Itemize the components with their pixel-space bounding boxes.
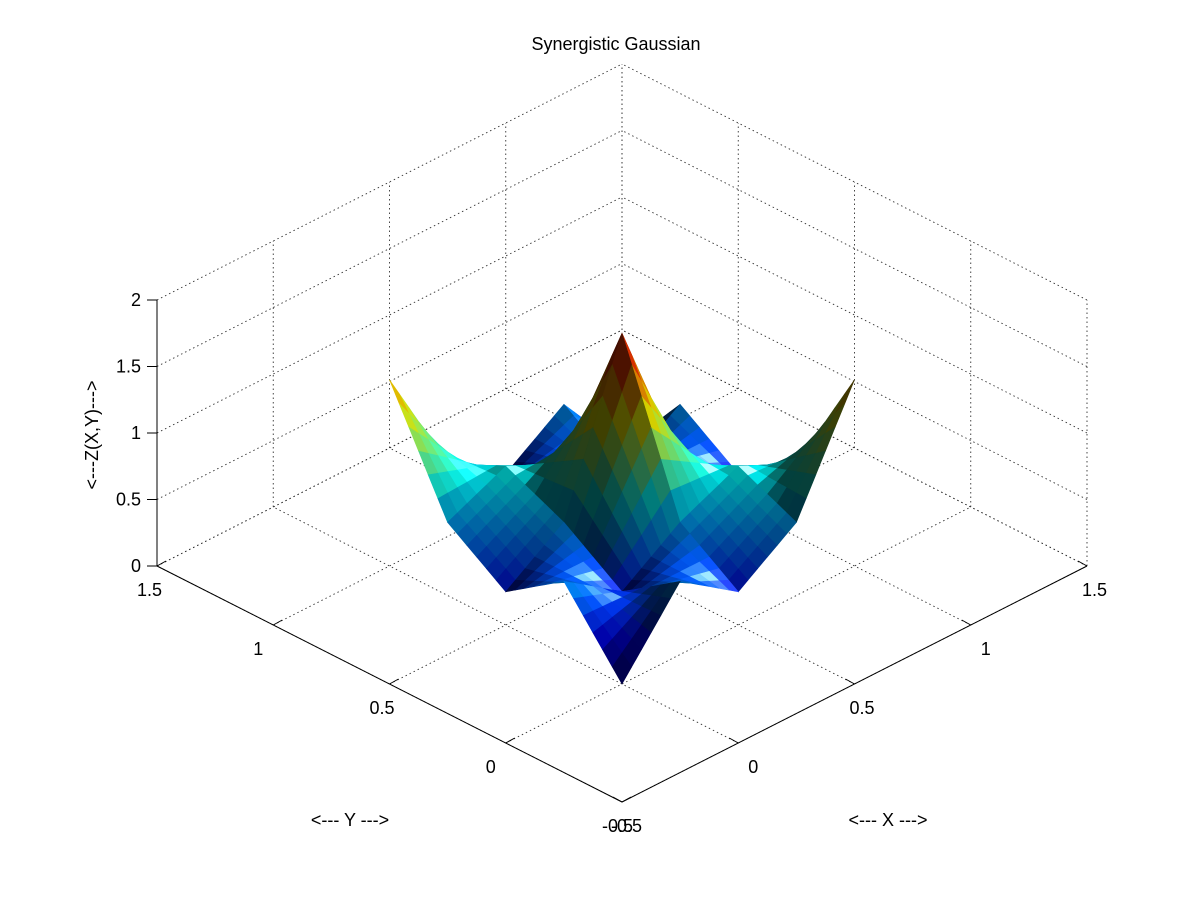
- back-wall-grid-line: [156, 329, 623, 567]
- side-wall-grid-line: [621, 196, 1088, 434]
- grid-layer: [156, 63, 1088, 803]
- ticks-layer: -0.5 0 0.5 1 1.5 -0.5 0 0.5 1 1.5 0 0.5 1 1.5 2: [116, 290, 1107, 836]
- surface-patch: [611, 652, 633, 685]
- floor-grid-line: [273, 506, 739, 744]
- floor-grid-line: [505, 388, 971, 626]
- x-tick-mark: [845, 678, 855, 685]
- x-tick-mark: [961, 619, 971, 626]
- chart-title: Synergistic Gaussian: [531, 34, 700, 54]
- y-tick-mark: [156, 560, 167, 567]
- y-tick-mark: [505, 737, 515, 744]
- side-wall-grid-line: [621, 263, 1088, 500]
- back-wall-grid-line: [156, 263, 623, 500]
- z-tick-label: 1: [131, 423, 141, 443]
- floor-grid-line: [389, 447, 855, 685]
- x-tick-mark: [1077, 560, 1088, 567]
- x-tick-label: 1: [981, 639, 991, 659]
- side-wall-grid-line: [621, 63, 1088, 301]
- surface-layer: [389, 332, 855, 685]
- z-axis-label: <---Z(X,Y)--->: [82, 381, 102, 490]
- side-wall-grid-line: [621, 329, 1088, 567]
- back-wall-grid-line: [156, 63, 623, 301]
- back-wall-grid-line: [156, 196, 623, 434]
- z-tick-label: 2: [131, 290, 141, 310]
- floor-grid-line: [273, 388, 739, 626]
- side-wall-grid-line: [621, 130, 1088, 367]
- surface-patch: [389, 379, 410, 414]
- back-wall-grid-line: [156, 130, 623, 367]
- z-tick-label: 0: [131, 556, 141, 576]
- y-tick-mark: [621, 796, 632, 803]
- surface-patch: [834, 379, 855, 414]
- x-axis-label: <--- X --->: [849, 810, 928, 830]
- y-tick-label: 1: [253, 639, 263, 659]
- z-tick-label: 1.5: [116, 357, 141, 377]
- floor-grid-line: [505, 506, 971, 744]
- y-tick-mark: [273, 619, 283, 626]
- floor-grid-line: [389, 447, 855, 685]
- x-tick-label: 1.5: [1082, 580, 1107, 600]
- x-tick-mark: [729, 737, 739, 744]
- y-axis-label: <--- Y --->: [311, 810, 389, 830]
- y-tick-label: 0.5: [370, 698, 395, 718]
- z-tick-label: 0.5: [116, 490, 141, 510]
- y-tick-label: -0.5: [602, 816, 633, 836]
- y-tick-mark: [389, 678, 399, 685]
- x-tick-label: -0.5: [611, 816, 642, 836]
- x-tick-label: 0: [748, 757, 758, 777]
- x-tick-mark: [612, 796, 623, 803]
- x-tick-label: 0.5: [849, 698, 874, 718]
- y-tick-label: 1.5: [137, 580, 162, 600]
- y-tick-label: 0: [486, 757, 496, 777]
